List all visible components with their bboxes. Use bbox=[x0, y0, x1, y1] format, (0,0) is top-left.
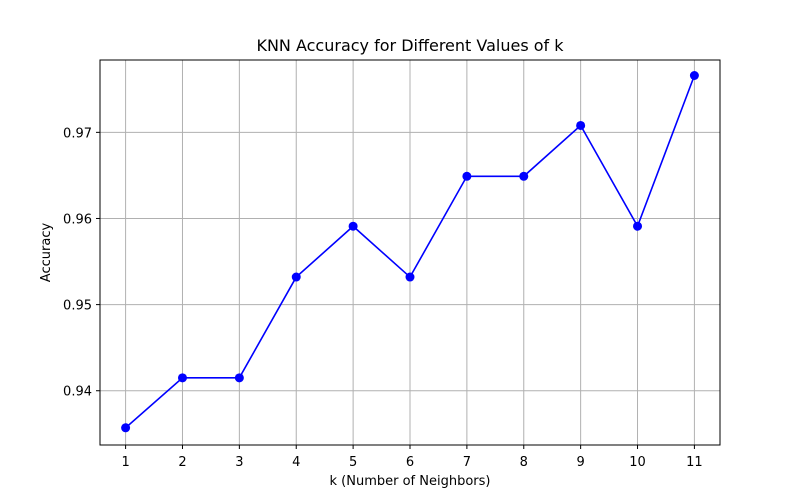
chart-title: KNN Accuracy for Different Values of k bbox=[256, 36, 564, 55]
data-point bbox=[348, 221, 358, 231]
data-point bbox=[234, 373, 244, 383]
x-tick-label: 9 bbox=[577, 455, 585, 470]
x-tick-label: 8 bbox=[520, 455, 528, 470]
y-tick-label: 0.96 bbox=[63, 212, 92, 227]
x-axis-label: k (Number of Neighbors) bbox=[330, 474, 491, 489]
y-tick-label: 0.97 bbox=[63, 126, 92, 141]
y-tick-label: 0.95 bbox=[63, 299, 92, 314]
x-tick-label: 6 bbox=[406, 455, 414, 470]
x-tick-label: 2 bbox=[178, 455, 186, 470]
x-tick-label: 5 bbox=[349, 455, 357, 470]
x-tick-label: 11 bbox=[686, 455, 703, 470]
data-point bbox=[519, 171, 529, 181]
data-point bbox=[177, 373, 187, 383]
data-point bbox=[462, 171, 472, 181]
x-tick-label: 10 bbox=[629, 455, 646, 470]
series-layer bbox=[121, 71, 699, 433]
y-axis-label: Accuracy bbox=[39, 223, 54, 283]
x-tick-label: 7 bbox=[463, 455, 471, 470]
tick-layer: 1 2 3 4 5 6 7 8 9 10 11 0.94 0.95 0.96 0.97 bbox=[63, 126, 703, 470]
x-tick-label: 1 bbox=[121, 455, 129, 470]
data-point bbox=[405, 272, 415, 282]
x-tick-label: 3 bbox=[235, 455, 243, 470]
data-point bbox=[291, 272, 301, 282]
grid-lines bbox=[100, 60, 720, 445]
data-point bbox=[121, 423, 131, 433]
x-tick-label: 4 bbox=[292, 455, 300, 470]
y-tick-label: 0.94 bbox=[63, 385, 92, 400]
data-point bbox=[689, 71, 699, 81]
data-point bbox=[633, 221, 643, 231]
data-point bbox=[576, 120, 586, 130]
